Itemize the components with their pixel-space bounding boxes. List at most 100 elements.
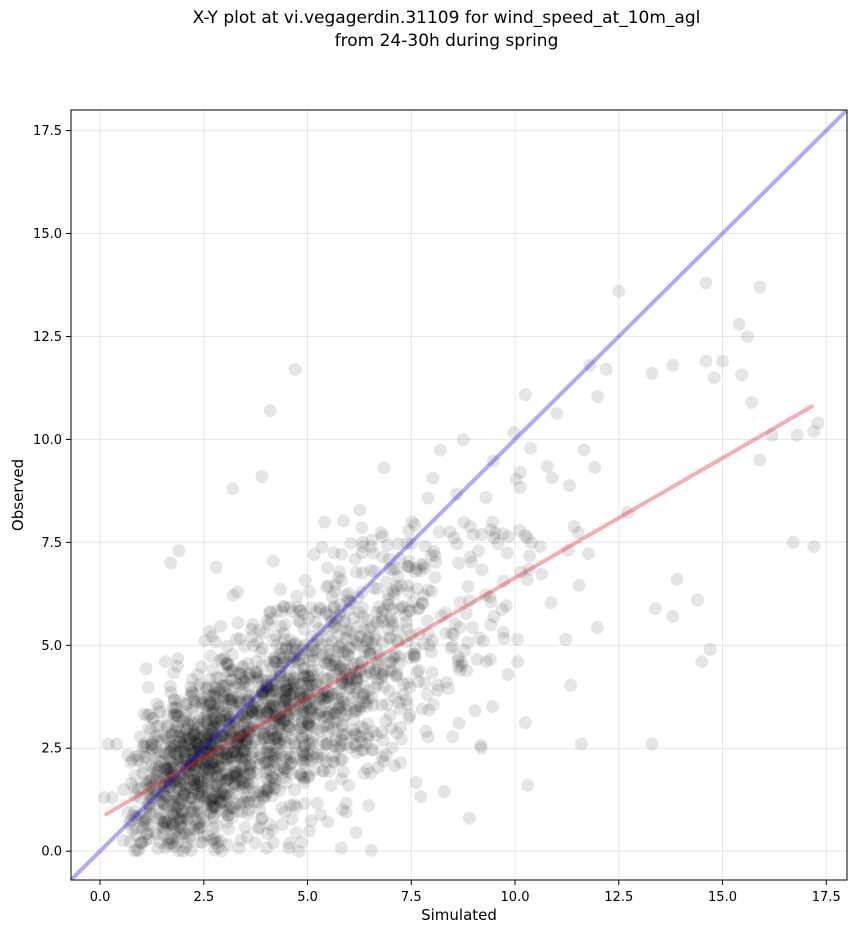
- data-point: [260, 705, 274, 718]
- data-point: [139, 814, 153, 828]
- data-point: [376, 750, 390, 764]
- data-point: [285, 672, 299, 686]
- data-point: [317, 671, 331, 685]
- data-point: [192, 821, 206, 835]
- data-point: [219, 657, 233, 671]
- data-point: [357, 623, 371, 637]
- data-point: [262, 763, 276, 777]
- data-point: [327, 739, 341, 753]
- data-point: [335, 673, 349, 687]
- data-point: [452, 556, 466, 570]
- data-point: [251, 694, 265, 708]
- data-point: [170, 801, 184, 815]
- data-point: [221, 757, 234, 771]
- data-point: [331, 702, 345, 715]
- data-point: [221, 808, 235, 822]
- data-point: [344, 596, 358, 610]
- data-point: [203, 697, 217, 710]
- data-point: [220, 815, 234, 829]
- data-point: [201, 753, 215, 766]
- data-point: [295, 729, 309, 743]
- data-point: [174, 779, 188, 793]
- data-point: [391, 537, 405, 551]
- data-point: [181, 795, 195, 809]
- data-point: [291, 600, 304, 614]
- data-point: [158, 815, 172, 829]
- x-axis-label: Simulated: [421, 906, 497, 924]
- data-point: [456, 433, 470, 447]
- data-point: [300, 669, 314, 683]
- data-point: [237, 725, 251, 739]
- data-point: [176, 792, 190, 806]
- data-point: [204, 769, 218, 783]
- data-point: [224, 694, 238, 708]
- data-point: [219, 751, 233, 765]
- data-point: [513, 465, 527, 479]
- data-point: [164, 766, 178, 780]
- points-layer: [97, 276, 825, 858]
- data-point: [261, 683, 275, 697]
- data-point: [390, 582, 404, 596]
- data-point: [181, 765, 195, 779]
- data-point: [377, 665, 391, 678]
- data-point: [446, 730, 460, 744]
- data-point: [236, 778, 250, 792]
- data-point: [483, 590, 497, 604]
- data-point: [273, 582, 287, 596]
- data-point: [786, 535, 800, 549]
- data-point: [522, 562, 536, 576]
- data-point: [223, 692, 237, 706]
- data-point: [320, 605, 334, 619]
- data-point: [181, 716, 195, 730]
- data-point: [151, 747, 165, 761]
- data-point: [438, 606, 452, 620]
- data-point: [169, 720, 183, 734]
- data-point: [231, 585, 244, 599]
- data-point: [273, 696, 286, 709]
- data-point: [124, 776, 138, 790]
- data-point: [339, 727, 353, 741]
- data-point: [205, 689, 219, 703]
- data-point: [413, 564, 427, 578]
- data-point: [183, 800, 197, 814]
- data-point: [188, 699, 202, 713]
- data-point: [221, 768, 235, 782]
- data-point: [164, 740, 178, 754]
- data-point: [408, 641, 422, 655]
- data-point: [177, 804, 191, 818]
- data-point: [219, 768, 233, 782]
- data-point: [254, 645, 268, 659]
- data-point: [321, 815, 335, 829]
- data-point: [195, 785, 209, 799]
- data-point: [326, 754, 340, 768]
- data-point: [520, 531, 534, 545]
- data-point: [213, 775, 227, 789]
- data-point: [320, 656, 334, 670]
- data-point: [311, 685, 325, 699]
- data-point: [193, 816, 207, 830]
- data-point: [260, 679, 274, 693]
- data-point: [229, 767, 243, 781]
- data-point: [263, 702, 277, 715]
- data-point: [384, 721, 398, 735]
- data-point: [167, 666, 181, 680]
- data-point: [283, 601, 297, 614]
- data-point: [101, 737, 115, 751]
- data-point: [218, 709, 232, 723]
- data-point: [162, 734, 176, 748]
- data-point: [340, 698, 354, 712]
- data-point: [132, 843, 146, 857]
- data-point: [307, 694, 321, 708]
- data-point: [274, 669, 287, 683]
- data-point: [202, 773, 215, 787]
- data-point: [306, 637, 320, 651]
- data-point: [222, 693, 236, 707]
- data-point: [332, 640, 346, 654]
- data-point: [206, 755, 220, 769]
- data-point: [283, 668, 297, 682]
- data-point: [293, 690, 307, 704]
- data-point: [201, 731, 215, 745]
- data-point: [225, 699, 239, 713]
- data-point: [128, 780, 141, 794]
- data-point: [164, 743, 178, 757]
